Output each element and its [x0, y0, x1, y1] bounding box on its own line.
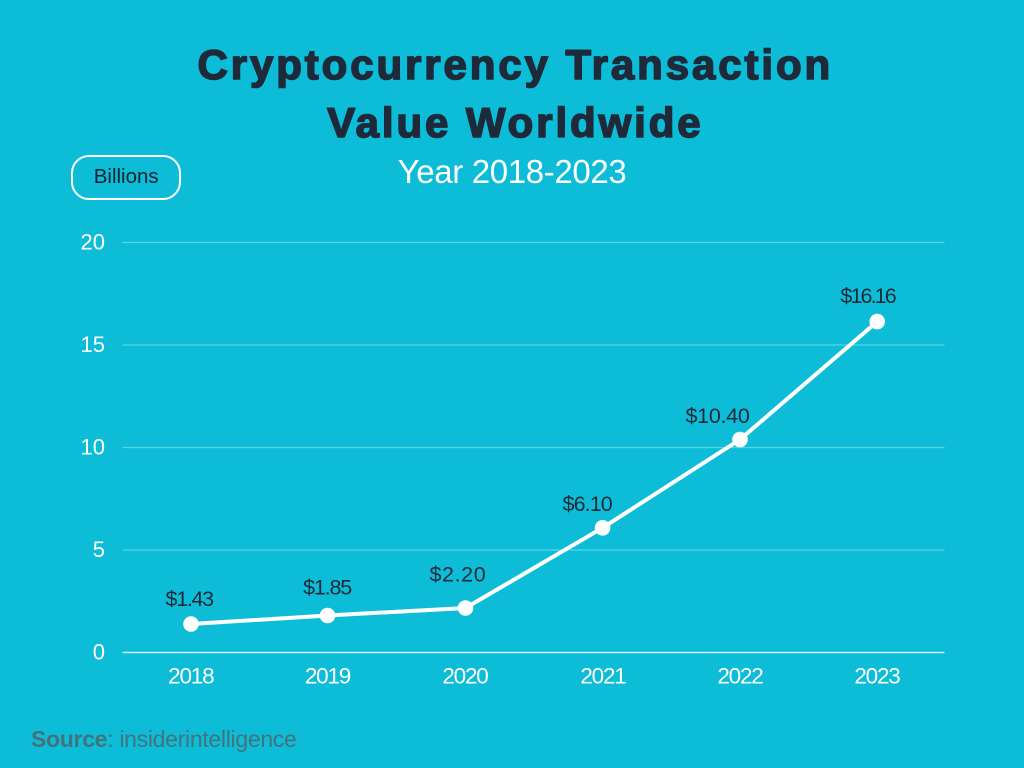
svg-text:15: 15	[81, 332, 105, 357]
svg-text:$6.10: $6.10	[563, 492, 613, 516]
svg-text:$1.85: $1.85	[303, 576, 352, 600]
svg-text:0: 0	[93, 639, 105, 664]
svg-text:$1.43: $1.43	[166, 587, 215, 611]
svg-text:20: 20	[81, 229, 105, 254]
svg-text:2020: 2020	[442, 664, 488, 689]
svg-text:2018: 2018	[168, 664, 214, 689]
svg-text:2023: 2023	[854, 664, 900, 689]
svg-text:5: 5	[93, 537, 105, 562]
svg-text:$10.40: $10.40	[686, 404, 750, 428]
svg-text:$16.16: $16.16	[840, 284, 896, 308]
svg-text:2022: 2022	[717, 664, 763, 689]
svg-text:2021: 2021	[580, 664, 626, 689]
svg-text:10: 10	[81, 434, 105, 459]
svg-text:2019: 2019	[305, 664, 351, 689]
svg-text:$2.20: $2.20	[429, 563, 486, 587]
